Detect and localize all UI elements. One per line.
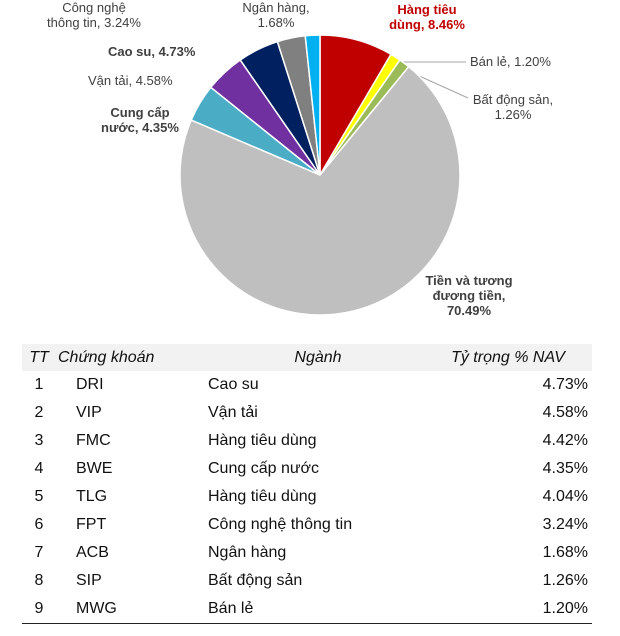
slice-label-line: Bất động sản,	[473, 92, 553, 107]
nav-weight: 3.24%	[542, 516, 588, 533]
nav-weight: 1.68%	[542, 544, 588, 561]
sector-name: Cao su	[208, 376, 259, 393]
sector-name: Hàng tiêu dùng	[208, 432, 317, 449]
slice-label-line: 70.49%	[447, 303, 492, 318]
header-weight: Tỷ trọng % NAV	[428, 344, 592, 371]
table-row: 2 VIP Vận tải 4.58%	[22, 399, 592, 427]
row-number: 6	[34, 516, 44, 533]
stock-symbol: ACB	[76, 544, 109, 561]
slice-label: Ngân hàng, 1.68%	[242, 0, 309, 30]
holdings-table: TT Chứng khoán Ngành Tỷ trọng % NAV 1 DRI…	[22, 344, 592, 624]
sector-name: Bất động sản	[208, 572, 303, 589]
stock-symbol: BWE	[76, 460, 113, 477]
slice-label: Công nghệ thông tin, 3.24%	[47, 0, 141, 30]
stock-symbol: FPT	[76, 516, 107, 533]
table-row: 9 MWG Bán lẻ 1.20%	[22, 595, 592, 624]
slice-label-line: Hàng tiêu	[397, 2, 456, 17]
pie-chart: Hàng tiêu dùng, 8.46% Bán lẻ, 1.20% Bất độn…	[47, 0, 553, 318]
sector-name: Ngân hàng	[208, 544, 287, 561]
slice-label-line: Công nghệ	[62, 0, 126, 15]
stock-symbol: DRI	[76, 376, 104, 393]
slice-label: Bất động sản, 1.26%	[473, 92, 553, 122]
stock-symbol: FMC	[76, 432, 111, 449]
slice-label-line: nước, 4.35%	[101, 120, 179, 135]
table-body: 1 DRI Cao su 4.73% 2 VIP Vận tải 4.58% 3 FMC Hàng …	[22, 371, 592, 624]
slice-label-line: dùng, 8.46%	[389, 17, 465, 32]
row-number: 4	[34, 460, 44, 477]
nav-weight: 4.73%	[542, 376, 588, 393]
row-number: 1	[34, 376, 44, 393]
nav-weight: 4.42%	[542, 432, 588, 449]
nav-weight: 1.26%	[542, 572, 588, 589]
table-row: 5 TLG Hàng tiêu dùng 4.04%	[22, 483, 592, 511]
stock-symbol: MWG	[56, 595, 208, 624]
table-header-row: TT Chứng khoán Ngành Tỷ trọng % NAV	[22, 344, 592, 371]
slice-label-line: Cao su, 4.73%	[108, 44, 196, 59]
stock-symbol: VIP	[76, 404, 102, 421]
row-number: 2	[34, 404, 44, 421]
slice-label-line: thông tin, 3.24%	[47, 15, 141, 30]
table-row: 6 FPT Công nghệ thông tin 3.24%	[22, 511, 592, 539]
sector-name: Công nghệ thông tin	[208, 516, 353, 533]
table-row: 1 DRI Cao su 4.73%	[22, 371, 592, 399]
slice-label: Cung cấp nước, 4.35%	[101, 105, 179, 135]
table-row: 8 SIP Bất động sản 1.26%	[22, 567, 592, 595]
sector-name: Vận tải	[208, 404, 258, 421]
slice-label-line: Cung cấp	[110, 105, 169, 120]
slice-label: Vận tải, 4.58%	[88, 73, 173, 88]
header-symbol: Chứng khoán	[56, 344, 208, 371]
sector-name: Hàng tiêu dùng	[208, 488, 317, 505]
row-number: 7	[34, 544, 44, 561]
slice-label-line: 1.26%	[495, 107, 532, 122]
pie-slice	[179, 65, 461, 316]
header-tt: TT	[22, 344, 56, 371]
table-row: 3 FMC Hàng tiêu dùng 4.42%	[22, 427, 592, 455]
nav-weight: 4.35%	[542, 460, 588, 477]
nav-weight: 4.04%	[542, 488, 588, 505]
slice-label: Cao su, 4.73%	[108, 44, 196, 59]
slice-label-line: 1.68%	[258, 15, 295, 30]
slice-label-line: Vận tải, 4.58%	[88, 73, 173, 88]
row-number: 3	[34, 432, 44, 449]
header-sector: Ngành	[208, 344, 428, 371]
sector-name: Bán lẻ	[208, 595, 428, 624]
table-row: 4 BWE Cung cấp nước 4.35%	[22, 455, 592, 483]
table-row: 7 ACB Ngân hàng 1.68%	[22, 539, 592, 567]
slice-label-line: Tiền và tương	[425, 273, 512, 288]
slice-label: Hàng tiêu dùng, 8.46%	[389, 2, 465, 32]
nav-weight: 1.20%	[428, 595, 592, 624]
slice-label: Bán lẻ, 1.20%	[470, 54, 551, 69]
sector-name: Cung cấp nước	[208, 460, 320, 477]
row-number: 9	[22, 595, 56, 624]
row-number: 5	[34, 488, 44, 505]
stock-symbol: SIP	[76, 572, 102, 589]
slice-label: Tiền và tương đương tiền, 70.49%	[425, 273, 512, 318]
row-number: 8	[34, 572, 44, 589]
pie-slice	[304, 34, 321, 176]
slice-label-line: Bán lẻ, 1.20%	[470, 54, 551, 69]
stock-symbol: TLG	[76, 488, 108, 505]
nav-weight: 4.58%	[542, 404, 588, 421]
slice-label-line: đương tiền,	[433, 288, 506, 303]
slice-label-line: Ngân hàng,	[242, 0, 309, 15]
